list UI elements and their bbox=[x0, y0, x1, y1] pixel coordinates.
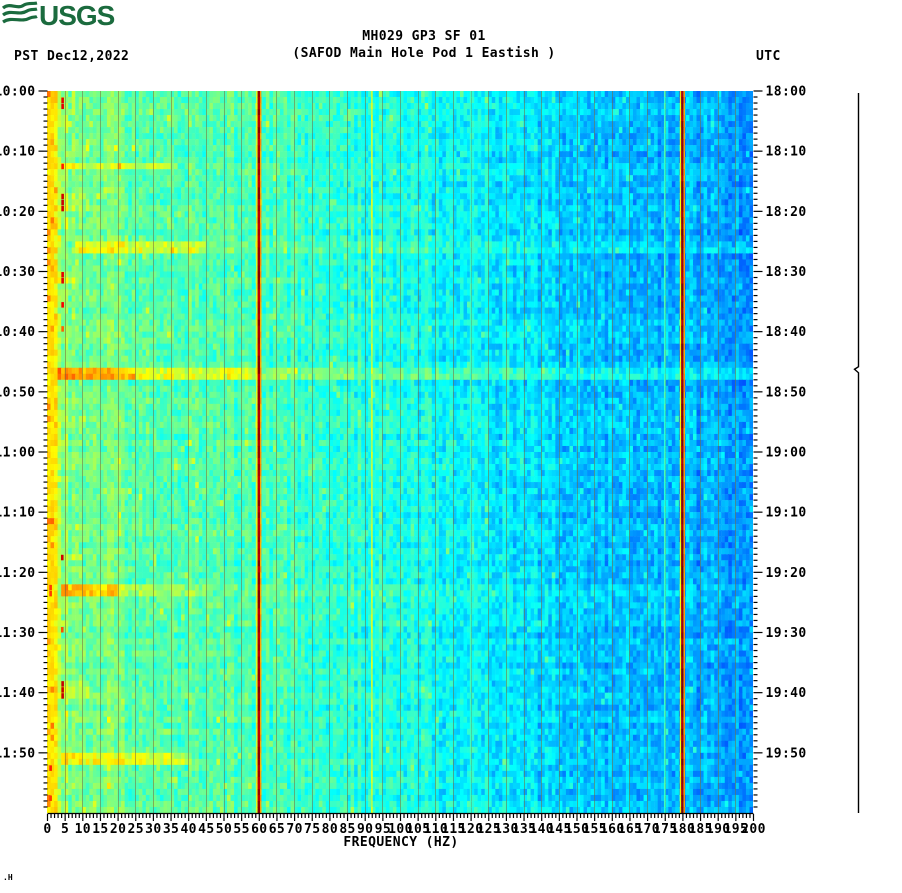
y-left-tick-label: 10:00 bbox=[0, 85, 36, 100]
corner-mark: .H bbox=[3, 873, 13, 882]
x-tick-label: 5 bbox=[61, 822, 69, 837]
y-left-tick-label: 11:00 bbox=[0, 446, 36, 461]
x-tick-label: 45 bbox=[198, 822, 214, 837]
y-right-tick-label: 19:00 bbox=[766, 446, 807, 461]
x-tick-label: 20 bbox=[110, 822, 126, 837]
x-tick-label: 90 bbox=[357, 822, 373, 837]
x-tick-label: 185 bbox=[688, 822, 713, 837]
x-tick-label: 70 bbox=[286, 822, 302, 837]
usgs-wave-icon bbox=[1, 1, 38, 24]
y-right-tick-label: 18:30 bbox=[766, 265, 807, 280]
y-right-tick-label: 18:40 bbox=[766, 325, 807, 340]
timezone-left-label: PST bbox=[14, 49, 39, 64]
y-right-tick-label: 18:00 bbox=[766, 85, 807, 100]
y-right-tick-label: 18:10 bbox=[766, 145, 807, 160]
x-tick-label: 30 bbox=[145, 822, 161, 837]
x-tick-label: 155 bbox=[582, 822, 607, 837]
x-tick-label: 170 bbox=[635, 822, 660, 837]
x-tick-label: 105 bbox=[406, 822, 431, 837]
x-tick-label: 150 bbox=[565, 822, 590, 837]
x-tick-label: 85 bbox=[339, 822, 355, 837]
x-tick-label: 180 bbox=[671, 822, 696, 837]
x-tick-label: 35 bbox=[163, 822, 179, 837]
x-tick-label: 175 bbox=[653, 822, 678, 837]
x-tick-label: 130 bbox=[494, 822, 519, 837]
y-right-tick-label: 19:20 bbox=[766, 566, 807, 581]
chart-title: MH029 GP3 SF 01 bbox=[362, 29, 486, 44]
seismogram-trace bbox=[853, 93, 860, 813]
x-tick-label: 100 bbox=[388, 822, 413, 837]
x-tick-label: 160 bbox=[600, 822, 625, 837]
y-left-tick-label: 11:20 bbox=[0, 566, 36, 581]
x-tick-label: 25 bbox=[128, 822, 144, 837]
usgs-logo: USGS bbox=[1, 0, 118, 33]
x-tick-label: 140 bbox=[529, 822, 554, 837]
x-tick-label: 195 bbox=[724, 822, 749, 837]
x-axis-title: FREQUENCY (HZ) bbox=[343, 835, 459, 850]
y-right-tick-label: 19:30 bbox=[766, 626, 807, 641]
y-right-tick-label: 18:20 bbox=[766, 205, 807, 220]
x-tick-label: 40 bbox=[180, 822, 196, 837]
y-right-tick-label: 19:50 bbox=[766, 746, 807, 761]
y-left-tick-label: 11:50 bbox=[0, 746, 36, 761]
x-tick-label: 65 bbox=[269, 822, 285, 837]
y-left-tick-label: 11:40 bbox=[0, 686, 36, 701]
x-tick-label: 110 bbox=[423, 822, 448, 837]
y-right-tick-label: 18:50 bbox=[766, 385, 807, 400]
x-tick-label: 120 bbox=[459, 822, 484, 837]
y-right-tick-label: 19:10 bbox=[766, 506, 807, 521]
x-tick-label: 15 bbox=[92, 822, 108, 837]
chart-subtitle: (SAFOD Main Hole Pod 1 Eastish ) bbox=[292, 46, 556, 61]
spectrogram-canvas bbox=[47, 91, 753, 813]
date-label: Dec12,2022 bbox=[47, 49, 130, 64]
x-tick-label: 50 bbox=[216, 822, 232, 837]
x-tick-label: 60 bbox=[251, 822, 267, 837]
x-tick-label: 75 bbox=[304, 822, 320, 837]
x-tick-label: 125 bbox=[476, 822, 501, 837]
y-left-tick-label: 11:30 bbox=[0, 626, 36, 641]
y-left-tick-label: 10:30 bbox=[0, 265, 36, 280]
y-left-tick-label: 11:10 bbox=[0, 506, 36, 521]
x-tick-label: 145 bbox=[547, 822, 572, 837]
y-left-tick-label: 10:20 bbox=[0, 205, 36, 220]
timezone-right-label: UTC bbox=[756, 49, 781, 64]
x-tick-label: 200 bbox=[741, 822, 766, 837]
x-tick-label: 165 bbox=[618, 822, 643, 837]
x-tick-label: 10 bbox=[75, 822, 91, 837]
x-tick-label: 190 bbox=[706, 822, 731, 837]
x-tick-label: 135 bbox=[512, 822, 537, 837]
x-tick-label: 0 bbox=[43, 822, 51, 837]
x-tick-label: 55 bbox=[233, 822, 249, 837]
y-left-tick-label: 10:10 bbox=[0, 145, 36, 160]
y-left-tick-label: 10:50 bbox=[0, 385, 36, 400]
x-tick-label: 95 bbox=[375, 822, 391, 837]
x-tick-label: 80 bbox=[322, 822, 338, 837]
y-right-tick-label: 19:40 bbox=[766, 686, 807, 701]
x-tick-label: 115 bbox=[441, 822, 466, 837]
usgs-logo-text: USGS bbox=[39, 1, 115, 29]
y-left-tick-label: 10:40 bbox=[0, 325, 36, 340]
